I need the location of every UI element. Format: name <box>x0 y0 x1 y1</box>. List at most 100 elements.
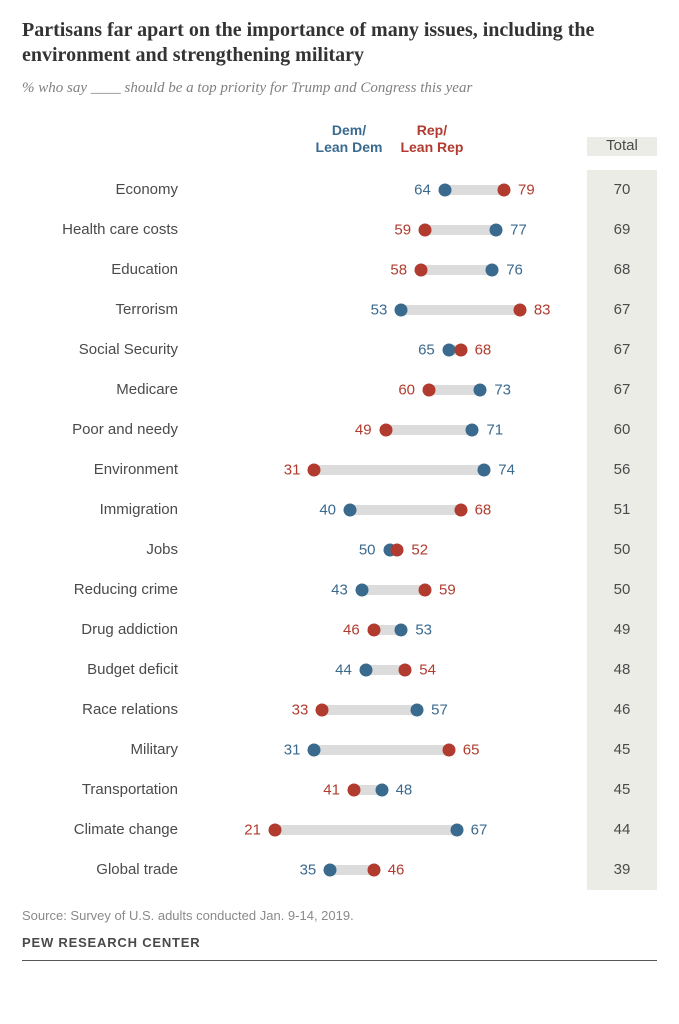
dem-value: 35 <box>300 861 317 878</box>
rep-dot <box>454 503 467 516</box>
chart-row: Drug addiction534649 <box>22 610 657 650</box>
rep-value: 21 <box>244 821 261 838</box>
row-plot: 5052 <box>192 530 587 570</box>
dem-dot <box>344 503 357 516</box>
range-track <box>350 505 461 515</box>
dem-value: 71 <box>486 421 503 438</box>
dem-dot <box>438 183 451 196</box>
dem-dot <box>395 303 408 316</box>
dem-value: 77 <box>510 221 527 238</box>
rep-dot <box>419 223 432 236</box>
dem-value: 53 <box>371 301 388 318</box>
row-label: Medicare <box>22 381 192 398</box>
row-label: Poor and needy <box>22 421 192 438</box>
chart-row: Transportation 48 41 45 <box>22 770 657 810</box>
dem-value: 65 <box>418 341 435 358</box>
row-label: Transportation <box>22 781 192 798</box>
range-track <box>386 425 473 435</box>
row-total: 45 <box>587 730 657 770</box>
row-total: 67 <box>587 330 657 370</box>
row-label: Race relations <box>22 701 192 718</box>
rep-dot <box>367 623 380 636</box>
range-track <box>429 385 480 395</box>
dem-dot <box>450 823 463 836</box>
range-track <box>275 825 457 835</box>
chart-row: Jobs505250 <box>22 530 657 570</box>
chart-row: Health care costs775969 <box>22 210 657 250</box>
dem-dot <box>355 583 368 596</box>
rep-value: 41 <box>323 781 340 798</box>
row-label: Reducing crime <box>22 581 192 598</box>
chart-row: Terrorism 53 83 67 <box>22 290 657 330</box>
dem-dot <box>486 263 499 276</box>
dot-plot-chart: Dem/Lean Dem Rep/Lean Rep Total Economy6… <box>22 122 657 890</box>
rep-dot <box>367 863 380 876</box>
chart-row: Military316545 <box>22 730 657 770</box>
chart-row: Poor and needy714960 <box>22 410 657 450</box>
rep-dot <box>498 183 511 196</box>
range-track <box>314 745 448 755</box>
rep-value: 33 <box>292 701 309 718</box>
chart-row: Budget deficit445448 <box>22 650 657 690</box>
row-label: Budget deficit <box>22 661 192 678</box>
row-total: 44 <box>587 810 657 850</box>
row-total: 67 <box>587 290 657 330</box>
rep-value: 31 <box>284 461 301 478</box>
dem-value: 40 <box>319 501 336 518</box>
rep-dot <box>316 703 329 716</box>
legend: Dem/Lean Dem Rep/Lean Rep <box>192 122 587 156</box>
rep-value: 59 <box>394 221 411 238</box>
rep-dot <box>268 823 281 836</box>
row-total: 39 <box>587 850 657 890</box>
legend-dem: Dem/Lean Dem <box>316 122 383 156</box>
row-label: Immigration <box>22 501 192 518</box>
row-total: 48 <box>587 650 657 690</box>
dem-dot <box>308 743 321 756</box>
legend-rep: Rep/Lean Rep <box>400 122 463 156</box>
rep-dot <box>391 543 404 556</box>
row-plot: 6568 <box>192 330 587 370</box>
row-label: Environment <box>22 461 192 478</box>
row-plot: 3165 <box>192 730 587 770</box>
dem-value: 57 <box>431 701 448 718</box>
rep-value: 79 <box>518 181 535 198</box>
row-label: Terrorism <box>22 301 192 318</box>
chart-rows: Economy647970Health care costs775969Educ… <box>22 170 657 890</box>
rep-value: 65 <box>463 741 480 758</box>
row-plot: 4359 <box>192 570 587 610</box>
row-total: 56 <box>587 450 657 490</box>
dem-dot <box>395 623 408 636</box>
row-label: Jobs <box>22 541 192 558</box>
row-plot: 57 33 <box>192 690 587 730</box>
dem-value: 73 <box>494 381 511 398</box>
row-label: Economy <box>22 181 192 198</box>
row-total: 46 <box>587 690 657 730</box>
rep-dot <box>347 783 360 796</box>
chart-row: Reducing crime435950 <box>22 570 657 610</box>
row-total: 69 <box>587 210 657 250</box>
row-plot: 5346 <box>192 610 587 650</box>
total-column-header: Total <box>587 137 657 156</box>
chart-row: Social Security656867 <box>22 330 657 370</box>
rep-value: 59 <box>439 581 456 598</box>
rep-dot <box>415 263 428 276</box>
rep-value: 83 <box>534 301 551 318</box>
rep-dot <box>442 743 455 756</box>
rep-dot <box>379 423 392 436</box>
dem-value: 64 <box>414 181 431 198</box>
row-total: 45 <box>587 770 657 810</box>
row-label: Global trade <box>22 861 192 878</box>
dem-value: 48 <box>396 781 413 798</box>
range-track <box>421 265 492 275</box>
chart-header-row: Dem/Lean Dem Rep/Lean Rep Total <box>22 122 657 156</box>
chart-subtitle: % who say ____ should be a top priority … <box>22 78 657 98</box>
rep-value: 46 <box>343 621 360 638</box>
row-total: 51 <box>587 490 657 530</box>
range-track <box>314 465 484 475</box>
row-label: Drug addiction <box>22 621 192 638</box>
row-plot: 64 79 <box>192 170 587 210</box>
rep-dot <box>513 303 526 316</box>
row-plot: 7658 <box>192 250 587 290</box>
row-total: 60 <box>587 410 657 450</box>
chart-row: Economy647970 <box>22 170 657 210</box>
